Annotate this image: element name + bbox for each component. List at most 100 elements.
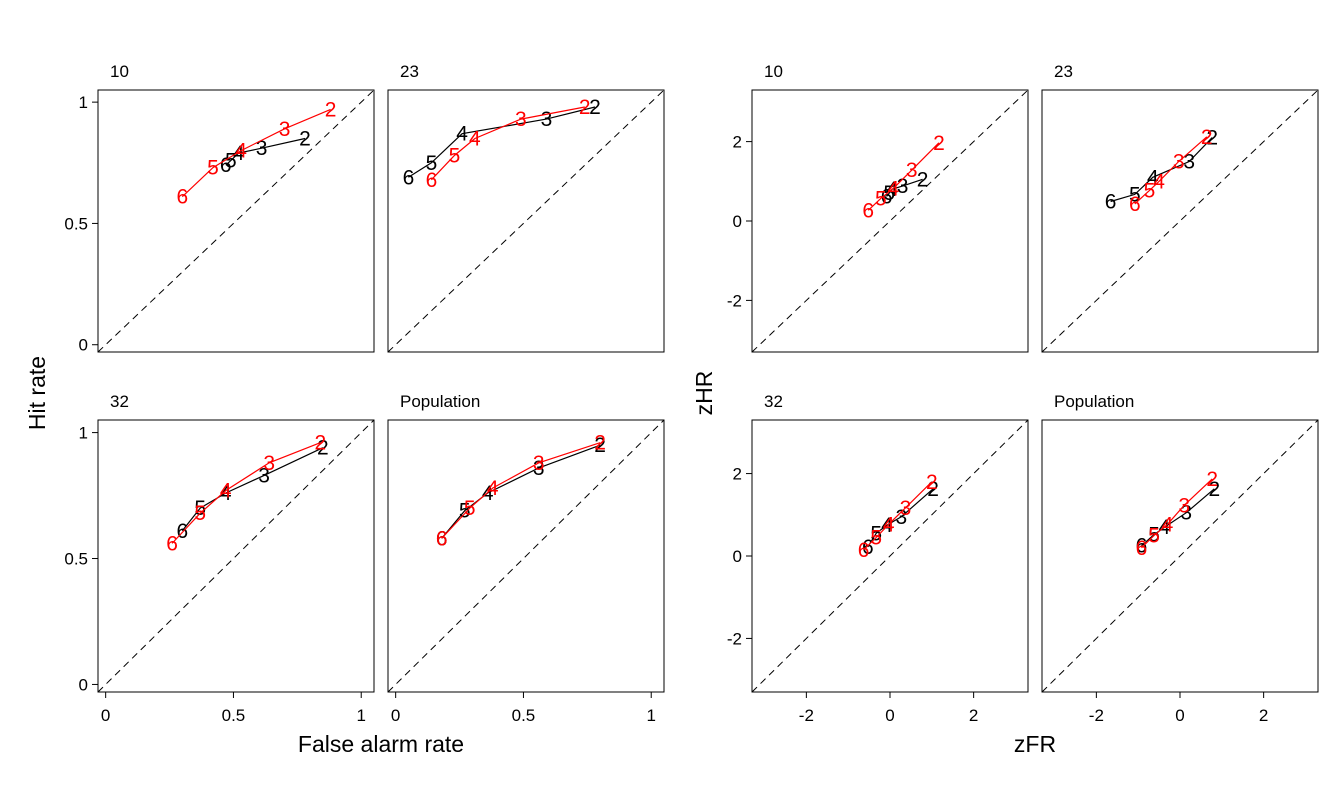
roc-0-black-line [225, 137, 306, 166]
roc-3-black-point-5: 5 [459, 500, 471, 523]
roc-2-ytick-label-0: 0 [79, 675, 88, 694]
zroc-3-red-point-2: 2 [1206, 468, 1218, 491]
zroc-1-frame [1041, 89, 1319, 353]
zroc-0-black-point-5: 5 [883, 182, 895, 205]
zroc-1-black-point-2: 2 [1206, 127, 1218, 150]
zroc-2-diagonal [751, 419, 1029, 693]
zroc-0-red-point-3: 3 [906, 159, 918, 182]
roc-2-title: 32 [110, 392, 129, 411]
zroc-1-red-point-5: 5 [1144, 179, 1156, 202]
roc-2-xtick-label-0: 0 [101, 706, 110, 725]
zroc-3-black-point-6: 6 [1136, 535, 1148, 558]
roc-3-black-point-3: 3 [533, 457, 545, 480]
zroc-3-red-line [1141, 478, 1213, 549]
zroc-0-ytick-label-2: 2 [733, 133, 742, 152]
roc-2-red-line [171, 442, 321, 544]
zroc-2-red-line [863, 481, 933, 551]
roc-0-ytick-label-0: 0 [79, 336, 88, 355]
roc-1-red-line [430, 106, 585, 181]
roc-2-xtick-label-2: 1 [356, 706, 365, 725]
zroc-1-black-line [1110, 137, 1213, 203]
roc-1-red-point-6: 6 [426, 169, 438, 192]
zroc-1-red-point-6: 6 [1129, 193, 1141, 216]
roc-2-red-point-5: 5 [194, 502, 206, 525]
roc-3-red-point-2: 2 [594, 432, 606, 455]
zroc-3-xtick-label-1: 0 [1175, 706, 1184, 725]
zroc-3-red-point-5: 5 [1148, 524, 1160, 547]
roc-0-red-point-5: 5 [207, 157, 219, 180]
zroc-0-red-line [867, 142, 940, 211]
zroc-2-black-line [867, 488, 934, 548]
roc-2-red-point-2: 2 [314, 432, 326, 455]
zroc-0-ytick-label-0: -2 [727, 291, 742, 310]
zroc-0-red-point-5: 5 [875, 187, 887, 210]
roc-2-black-point-2: 2 [317, 437, 329, 460]
roc-3-diagonal [387, 419, 665, 693]
roc-1-black-point-3: 3 [541, 108, 553, 131]
zroc-3-black-point-4: 4 [1159, 516, 1171, 539]
roc-1-frame [387, 89, 665, 353]
roc-0-black-point-6: 6 [220, 154, 232, 177]
zroc-0-frame [751, 89, 1029, 353]
zroc-2-red-point-4: 4 [883, 513, 895, 536]
zroc-0-black-point-6: 6 [881, 185, 893, 208]
roc-0-red-point-4: 4 [235, 140, 247, 163]
roc-3-frame [387, 419, 665, 693]
roc-0-ytick-label-1: 0.5 [64, 214, 88, 233]
roc-2-black-point-6: 6 [176, 520, 188, 543]
roc-2-xtick-label-1: 0.5 [222, 706, 246, 725]
roc-1-diagonal [387, 89, 665, 353]
roc-2-black-point-3: 3 [258, 464, 270, 487]
roc-3-red-point-6: 6 [436, 527, 448, 550]
zroc-1-red-point-3: 3 [1173, 150, 1185, 173]
zroc-0-black-point-2: 2 [917, 168, 929, 191]
roc-2-red-point-6: 6 [166, 532, 178, 555]
zroc-3-diagonal [1041, 419, 1319, 693]
roc-0-black-point-2: 2 [299, 128, 311, 151]
roc-x-axis-label: False alarm rate [298, 731, 464, 757]
roc-0-red-point-2: 2 [325, 98, 337, 121]
zroc-1-red-point-2: 2 [1201, 126, 1213, 149]
roc-3-black-line [441, 444, 601, 539]
roc-2-black-point-4: 4 [220, 482, 232, 505]
zroc-1-diagonal [1041, 89, 1319, 353]
roc-1-title: 23 [400, 62, 419, 81]
roc-0-red-point-3: 3 [279, 118, 291, 141]
zroc-3-red-point-6: 6 [1136, 537, 1148, 560]
roc-1-red-point-2: 2 [579, 96, 591, 119]
zroc-2-black-point-6: 6 [862, 536, 874, 559]
roc-2-frame [97, 419, 375, 693]
zroc-0-black-point-3: 3 [897, 175, 909, 198]
roc-1-black-point-2: 2 [589, 96, 601, 119]
zroc-2-title: 32 [764, 392, 783, 411]
zroc-0-red-point-4: 4 [888, 177, 900, 200]
zroc-x-axis-label: zFR [1014, 731, 1056, 757]
roc-0-black-point-5: 5 [225, 149, 237, 172]
roc-3-xtick-label-0: 0 [391, 706, 400, 725]
zroc-1-red-line [1134, 136, 1208, 205]
roc-2-black-point-5: 5 [194, 497, 206, 520]
roc-2-diagonal [97, 419, 375, 693]
zroc-2-red-point-6: 6 [858, 539, 870, 562]
zroc-2-black-point-2: 2 [927, 478, 939, 501]
zroc-2-black-point-3: 3 [895, 506, 907, 529]
zroc-0-diagonal [751, 89, 1029, 353]
roc-3-title: Population [400, 392, 480, 411]
zroc-2-ytick-label-1: 0 [733, 547, 742, 566]
roc-0-black-point-4: 4 [233, 142, 245, 165]
zroc-3-black-point-2: 2 [1208, 478, 1220, 501]
zroc-2-black-point-5: 5 [870, 522, 882, 545]
roc-y-axis-label: Hit rate [24, 356, 50, 430]
zroc-2-ytick-label-0: -2 [727, 629, 742, 648]
zroc-1-black-point-6: 6 [1105, 191, 1117, 214]
zroc-2-xtick-label-2: 2 [969, 706, 978, 725]
roc-1-black-point-6: 6 [403, 166, 415, 189]
